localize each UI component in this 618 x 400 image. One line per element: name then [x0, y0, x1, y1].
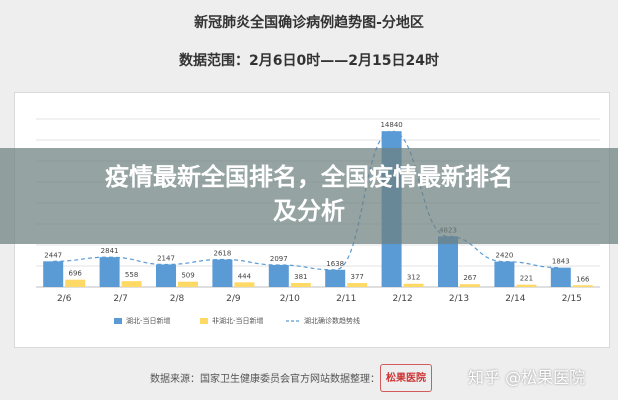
- data-label-non-hubei: 221: [520, 275, 533, 283]
- zhihu-watermark: 知乎 @松果医院: [468, 368, 586, 387]
- bar-hubei: [325, 269, 346, 287]
- bar-non-hubei: [234, 282, 255, 287]
- data-label-non-hubei: 267: [463, 274, 476, 282]
- title-overlay-band: [0, 148, 618, 244]
- x-tick-label: 2/10: [280, 294, 300, 304]
- bar-hubei: [43, 261, 64, 287]
- x-tick-label: 2/9: [226, 294, 241, 304]
- x-tick-label: 2/7: [113, 294, 127, 304]
- bar-non-hubei: [347, 283, 368, 287]
- data-label-hubei: 2841: [101, 247, 119, 255]
- data-label-non-hubei: 381: [294, 273, 307, 281]
- bar-non-hubei: [178, 281, 198, 287]
- legend-label: 非湖北-当日新增: [212, 316, 264, 325]
- data-label-hubei: 2097: [270, 255, 288, 263]
- legend-swatch: [114, 318, 122, 324]
- bar-non-hubei: [121, 281, 142, 287]
- data-label-non-hubei: 377: [351, 273, 364, 281]
- trend-line: [53, 130, 561, 271]
- data-label-hubei: 1843: [552, 258, 570, 266]
- data-label-non-hubei: 166: [576, 275, 590, 283]
- x-tick-label: 2/11: [336, 294, 356, 304]
- data-label-hubei: 2447: [44, 251, 62, 259]
- legend-label: 湖北确诊数趋势线: [304, 316, 360, 325]
- bar-hubei: [438, 236, 458, 287]
- data-label-non-hubei: 312: [407, 274, 420, 282]
- data-label-hubei: 14840: [380, 121, 402, 129]
- legend-label: 湖北-当日新增: [126, 316, 171, 325]
- bar-hubei: [268, 264, 289, 287]
- bar-non-hubei: [516, 284, 537, 287]
- x-tick-label: 2/8: [170, 294, 185, 304]
- bar-hubei: [156, 264, 176, 287]
- data-curator-note: 数据整理：: [330, 374, 380, 385]
- data-range-label: 数据范围：2月6日0时——2月15日24时: [179, 53, 439, 69]
- data-label-non-hubei: 558: [125, 271, 138, 279]
- x-tick-label: 2/15: [562, 294, 582, 304]
- bar-hubei: [212, 259, 233, 287]
- bar-non-hubei: [572, 285, 593, 287]
- bar-non-hubei: [460, 284, 480, 287]
- legend-swatch: [200, 318, 208, 324]
- x-tick-label: 2/6: [57, 294, 72, 304]
- data-label-hubei: 2147: [157, 254, 175, 262]
- data-label-non-hubei: 444: [238, 272, 252, 280]
- data-label-non-hubei: 696: [69, 270, 83, 278]
- bar-hubei: [99, 257, 120, 287]
- bar-non-hubei: [403, 283, 424, 287]
- overlay-headline-line2: 及分析: [273, 197, 345, 225]
- overlay-headline: 疫情最新全国排名，全国疫情最新排名 及分析: [0, 160, 618, 228]
- bar-non-hubei: [65, 279, 86, 287]
- hospital-logo-text: 松果医院: [386, 373, 426, 384]
- data-source-note: 数据来源：国家卫生健康委员会官方网站: [150, 374, 330, 385]
- data-label-hubei: 1638: [326, 260, 344, 268]
- x-tick-label: 2/12: [392, 294, 412, 304]
- x-tick-label: 2/14: [505, 294, 525, 304]
- bar-hubei: [494, 261, 515, 287]
- overlay-headline-line1: 疫情最新全国排名，全国疫情最新排名: [105, 163, 513, 191]
- chart-title: 新冠肺炎全国确诊病例趋势图-分地区: [194, 15, 424, 31]
- data-label-hubei: 2618: [213, 250, 231, 258]
- x-tick-label: 2/13: [449, 294, 469, 304]
- bar-hubei: [550, 267, 571, 287]
- hospital-logo: 松果医院: [380, 364, 432, 392]
- data-label-hubei: 2420: [495, 252, 513, 260]
- bar-non-hubei: [290, 282, 311, 287]
- data-label-non-hubei: 509: [181, 272, 194, 280]
